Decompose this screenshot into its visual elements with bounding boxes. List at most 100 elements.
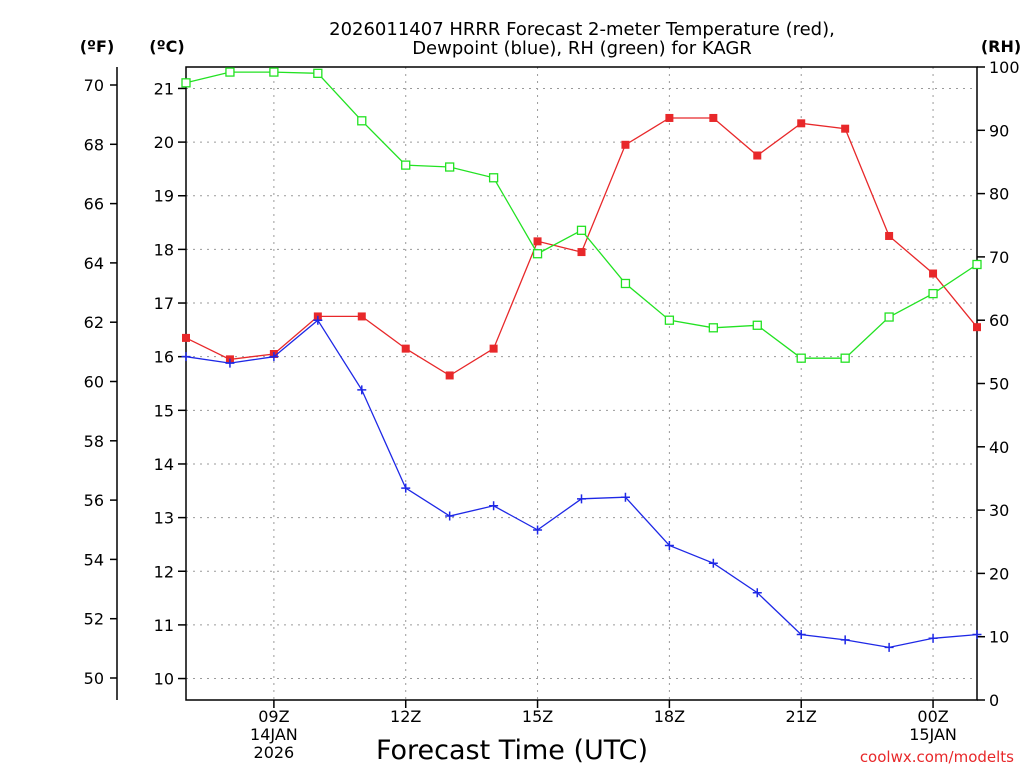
rh-point (401, 160, 411, 170)
temperature-point (577, 248, 586, 257)
dewpoint-point (664, 541, 674, 551)
x-axis-label: Forecast Time (UTC) (376, 735, 648, 766)
rh-point (532, 249, 543, 259)
fahrenheit-tick-label: 62 (84, 313, 104, 332)
rh-tick-label: 90 (989, 121, 1009, 140)
celsius-tick-label: 19 (154, 187, 174, 206)
dewpoint-point (972, 630, 982, 640)
temperature-point (182, 333, 190, 342)
fahrenheit-tick-label: 68 (84, 135, 104, 154)
rh-point (884, 312, 894, 322)
celsius-tick-label: 14 (154, 455, 174, 474)
rh-point (445, 162, 455, 172)
rh-point (928, 288, 938, 299)
celsius-tick-label: 12 (154, 562, 174, 581)
rh-tick-label: 70 (989, 248, 1009, 267)
axes: 50 52 54 56 58 60 62 64 66 68 70 10 11 12 13 14 15 16 17 18… (84, 58, 1020, 762)
x-tick-label: 15JAN (909, 725, 957, 744)
rh-unit-label: (RH) (981, 37, 1021, 56)
celsius-tick-label: 13 (154, 509, 174, 528)
credit-text: coolwx.com/modelts (860, 748, 1014, 766)
dewpoint-point (577, 494, 586, 504)
temperature-point (709, 113, 718, 122)
dewpoint-point (181, 352, 191, 362)
chart-title-line2: Dewpoint (blue), RH (green) for KAGR (412, 38, 752, 59)
fahrenheit-tick-label: 64 (84, 254, 104, 273)
temperature-point (797, 119, 806, 128)
fahrenheit-tick-label: 70 (84, 76, 104, 95)
rh-point (576, 225, 587, 235)
x-tick-label: 14JAN (250, 725, 298, 744)
celsius-tick-label: 11 (154, 616, 174, 635)
temperature-point (665, 113, 674, 122)
celsius-tick-label: 18 (154, 240, 174, 259)
celsius-tick-label: 21 (154, 79, 174, 98)
x-tick-label: 15Z (522, 707, 553, 726)
fahrenheit-tick-label: 54 (84, 550, 104, 569)
fahrenheit-tick-label: 60 (84, 373, 104, 392)
dewpoint-point (445, 511, 455, 521)
dewpoint-point (269, 352, 279, 362)
rh-tick-label: 10 (989, 628, 1009, 647)
rh-point (752, 320, 762, 330)
rh-point (225, 67, 235, 77)
rh-tick-label: 100 (989, 58, 1020, 77)
dewpoint-point (313, 315, 323, 325)
dewpoint-point (752, 588, 762, 598)
rh-tick-label: 20 (989, 564, 1009, 583)
x-tick-label: 21Z (786, 707, 817, 726)
series-layer (181, 67, 982, 652)
celsius-tick-label: 17 (154, 294, 174, 313)
rh-point (664, 315, 675, 325)
celsius-tick-label: 15 (154, 401, 174, 420)
dewpoint-point (533, 525, 543, 535)
fahrenheit-tick-label: 58 (84, 432, 104, 451)
dewpoint-series-line (185, 319, 978, 649)
celsius-unit-label: (ºC) (149, 37, 184, 56)
temperature-point (621, 140, 630, 149)
temperature-point (885, 231, 894, 240)
rh-tick-label: 50 (989, 375, 1009, 394)
fahrenheit-unit-label: (ºF) (80, 37, 115, 56)
fahrenheit-tick-label: 66 (84, 195, 104, 214)
dewpoint-point (840, 635, 850, 645)
temperature-point (357, 312, 366, 321)
rh-point (181, 78, 191, 88)
dewpoint-point (357, 385, 367, 395)
dewpoint-point (620, 492, 630, 502)
x-tick-label: 18Z (654, 707, 685, 726)
rh-tick-label: 60 (989, 311, 1009, 330)
dewpoint-point (489, 501, 499, 511)
rh-series-line (185, 71, 978, 359)
temperature-point (929, 269, 938, 278)
fahrenheit-tick-label: 56 (84, 491, 104, 510)
rh-point (972, 259, 982, 270)
celsius-tick-label: 10 (154, 670, 174, 689)
rh-tick-label: 0 (989, 691, 999, 710)
dewpoint-point (796, 630, 806, 640)
fahrenheit-tick-label: 50 (84, 669, 104, 688)
temperature-series-line (185, 117, 978, 377)
rh-point (796, 353, 806, 363)
celsius-tick-label: 20 (154, 133, 174, 152)
dewpoint-point (225, 358, 235, 368)
x-tick-label: 00Z (917, 707, 948, 726)
fahrenheit-tick-label: 52 (84, 610, 104, 629)
rh-point (840, 353, 850, 363)
rh-tick-label: 80 (989, 185, 1009, 204)
dewpoint-point (884, 642, 894, 652)
temperature-point (841, 124, 850, 133)
dewpoint-point (708, 558, 718, 568)
rh-tick-label: 30 (989, 501, 1009, 520)
dewpoint-point (928, 633, 938, 643)
rh-point (708, 323, 718, 333)
x-tick-label: 2026 (254, 743, 295, 762)
x-tick-label: 09Z (258, 707, 289, 726)
rh-point (357, 116, 367, 126)
temperature-point (445, 371, 454, 380)
temperature-point (753, 151, 762, 160)
temperature-point (489, 344, 498, 353)
temperature-point (401, 344, 410, 353)
x-tick-label: 12Z (390, 707, 421, 726)
